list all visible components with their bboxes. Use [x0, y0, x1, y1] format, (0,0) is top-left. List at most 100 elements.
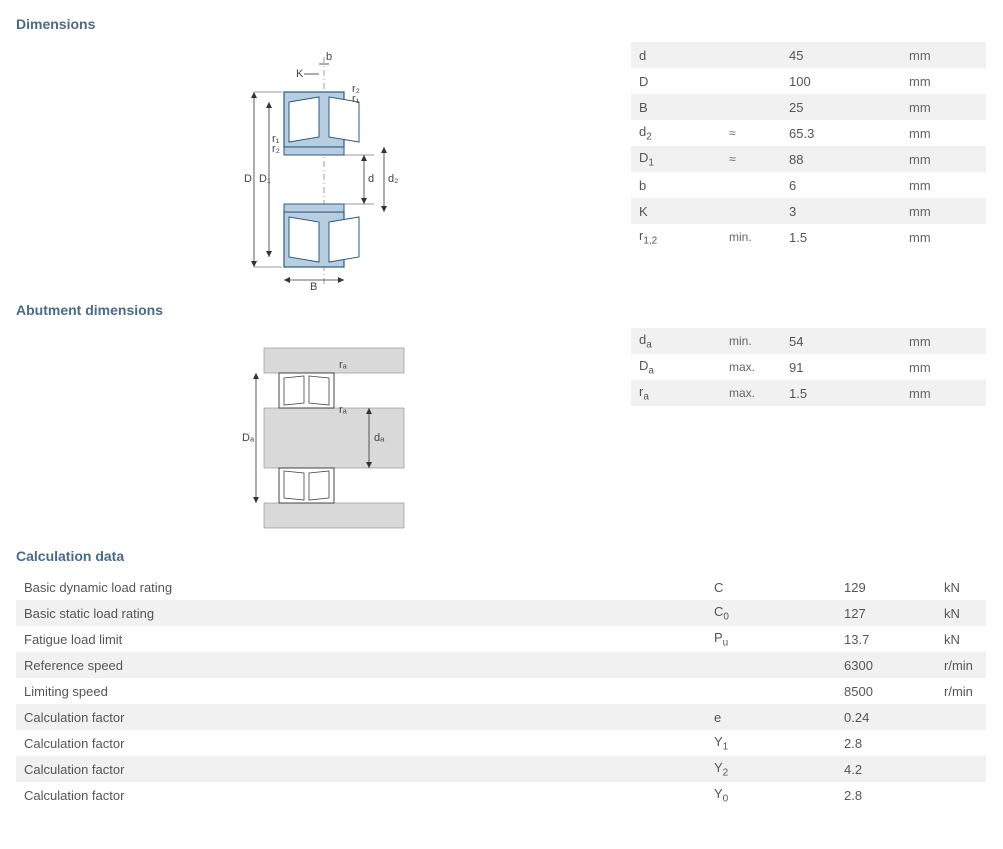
- unit-cell: mm: [909, 230, 978, 245]
- table-row: B 25mm: [631, 94, 986, 120]
- symbol-cell: C0: [714, 604, 844, 623]
- symbol-cell: da: [639, 332, 729, 351]
- dimensions-section: D D₁ d d₂ B b K: [16, 42, 987, 292]
- unit-cell: mm: [909, 360, 978, 375]
- table-row: Limiting speed 8500r/min: [16, 678, 986, 704]
- table-row: D100mm: [631, 68, 986, 94]
- dimensions-heading: Dimensions: [16, 16, 987, 32]
- unit-cell: kN: [944, 632, 978, 647]
- table-row: Damax.91mm: [631, 354, 986, 380]
- symbol-cell: ra: [639, 384, 729, 403]
- unit-cell: mm: [909, 100, 978, 115]
- diagram-label-r1: r₁: [352, 93, 360, 105]
- label-cell: Basic dynamic load rating: [24, 580, 714, 595]
- unit-cell: r/min: [944, 684, 978, 699]
- abutment-section: Dₐ dₐ rₐ rₐ damin.54mmDamax.91mmramax.1.…: [16, 328, 987, 538]
- table-row: d2≈65.3mm: [631, 120, 986, 146]
- diagram-label-d: d: [368, 173, 374, 185]
- diagram-label-r2b: r₂: [272, 143, 280, 155]
- diagram-label-b: b: [326, 52, 332, 63]
- symbol-cell: e: [714, 710, 844, 725]
- value-cell: 45: [789, 48, 909, 63]
- symbol-cell: D1: [639, 150, 729, 169]
- unit-cell: mm: [909, 48, 978, 63]
- value-cell: 1.5: [789, 230, 909, 245]
- unit-cell: mm: [909, 178, 978, 193]
- table-row: d 45mm: [631, 42, 986, 68]
- unit-cell: mm: [909, 386, 978, 401]
- qualifier-cell: ≈: [729, 126, 789, 140]
- table-row: b6mm: [631, 172, 986, 198]
- symbol-cell: Y0: [714, 786, 844, 805]
- label-cell: Reference speed: [24, 658, 714, 673]
- label-cell: Calculation factor: [24, 710, 714, 725]
- qualifier-cell: max.: [729, 360, 789, 374]
- value-cell: 13.7: [844, 632, 944, 647]
- value-cell: 2.8: [844, 788, 944, 803]
- table-row: K 3mm: [631, 198, 986, 224]
- table-row: ramax.1.5mm: [631, 380, 986, 406]
- label-cell: Calculation factor: [24, 788, 714, 803]
- table-row: r1,2min.1.5mm: [631, 224, 986, 250]
- diagram-label-ra2: rₐ: [339, 404, 348, 416]
- diagram-label-d2: d₂: [388, 173, 398, 185]
- value-cell: 65.3: [789, 126, 909, 141]
- symbol-cell: C: [714, 580, 844, 595]
- table-row: Reference speed 6300r/min: [16, 652, 986, 678]
- unit-cell: mm: [909, 126, 978, 141]
- dimensions-table: d45mmD100mmB25mmd2≈65.3mmD1≈88mmb6mmK3mm…: [631, 42, 986, 250]
- calc-table: Basic dynamic load ratingC129kNBasic sta…: [16, 574, 986, 808]
- label-cell: Limiting speed: [24, 684, 714, 699]
- label-cell: Fatigue load limit: [24, 632, 714, 647]
- abutment-table: damin.54mmDamax.91mmramax.1.5mm: [631, 328, 986, 406]
- value-cell: 129: [844, 580, 944, 595]
- symbol-cell: b: [639, 178, 729, 193]
- unit-cell: r/min: [944, 658, 978, 673]
- table-row: Fatigue load limitPu13.7kN: [16, 626, 986, 652]
- qualifier-cell: min.: [729, 334, 789, 348]
- diagram-label-Da: Dₐ: [242, 432, 255, 444]
- value-cell: 25: [789, 100, 909, 115]
- table-row: Basic dynamic load ratingC129kN: [16, 574, 986, 600]
- qualifier-cell: max.: [729, 386, 789, 400]
- symbol-cell: B: [639, 100, 729, 115]
- value-cell: 4.2: [844, 762, 944, 777]
- unit-cell: mm: [909, 152, 978, 167]
- calc-heading: Calculation data: [16, 548, 987, 564]
- table-row: D1≈88mm: [631, 146, 986, 172]
- diagram-label-K: K: [296, 68, 304, 80]
- value-cell: 54: [789, 334, 909, 349]
- value-cell: 1.5: [789, 386, 909, 401]
- value-cell: 127: [844, 606, 944, 621]
- value-cell: 2.8: [844, 736, 944, 751]
- unit-cell: kN: [944, 606, 978, 621]
- abutment-diagram-area: Dₐ dₐ rₐ rₐ: [16, 328, 631, 538]
- diagram-label-B: B: [310, 281, 317, 292]
- unit-cell: mm: [909, 334, 978, 349]
- symbol-cell: d2: [639, 124, 729, 143]
- label-cell: Calculation factor: [24, 736, 714, 751]
- symbol-cell: Pu: [714, 630, 844, 649]
- symbol-cell: d: [639, 48, 729, 63]
- value-cell: 91: [789, 360, 909, 375]
- table-row: Calculation factorY02.8: [16, 782, 986, 808]
- qualifier-cell: ≈: [729, 152, 789, 166]
- value-cell: 100: [789, 74, 909, 89]
- diagram-label-D1: D₁: [259, 173, 271, 185]
- value-cell: 6300: [844, 658, 944, 673]
- symbol-cell: Y1: [714, 734, 844, 753]
- symbol-cell: r1,2: [639, 228, 729, 247]
- label-cell: Calculation factor: [24, 762, 714, 777]
- table-row: Calculation factorY12.8: [16, 730, 986, 756]
- unit-cell: mm: [909, 204, 978, 219]
- diagram-label-D: D: [244, 173, 252, 185]
- value-cell: 0.24: [844, 710, 944, 725]
- unit-cell: kN: [944, 580, 978, 595]
- symbol-cell: Da: [639, 358, 729, 377]
- value-cell: 3: [789, 204, 909, 219]
- symbol-cell: D: [639, 74, 729, 89]
- value-cell: 8500: [844, 684, 944, 699]
- symbol-cell: K: [639, 204, 729, 219]
- value-cell: 88: [789, 152, 909, 167]
- qualifier-cell: min.: [729, 230, 789, 244]
